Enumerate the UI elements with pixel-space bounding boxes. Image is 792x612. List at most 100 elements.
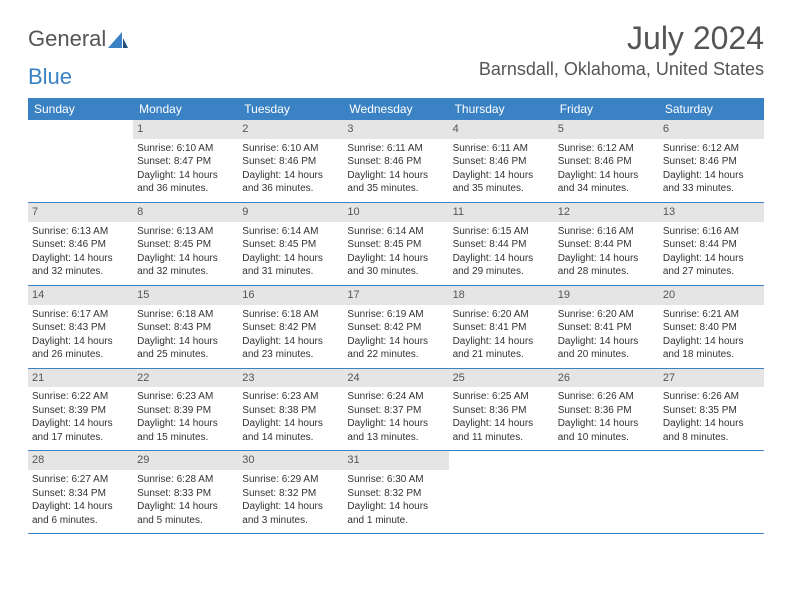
sunrise-text: Sunrise: 6:17 AM bbox=[32, 308, 129, 322]
daylight-text: Daylight: 14 hours bbox=[242, 335, 339, 349]
daylight-text: Daylight: 14 hours bbox=[242, 169, 339, 183]
daylight-text: Daylight: 14 hours bbox=[453, 169, 550, 183]
day-number: 3 bbox=[343, 120, 448, 139]
day-number: 11 bbox=[449, 203, 554, 222]
daylight-text: and 3 minutes. bbox=[242, 514, 339, 528]
daylight-text: and 32 minutes. bbox=[32, 265, 129, 279]
day-number: 4 bbox=[449, 120, 554, 139]
sunset-text: Sunset: 8:32 PM bbox=[242, 487, 339, 501]
daylight-text: and 1 minute. bbox=[347, 514, 444, 528]
day-number: 18 bbox=[449, 286, 554, 305]
daylight-text: and 15 minutes. bbox=[137, 431, 234, 445]
day-cell: 20Sunrise: 6:21 AMSunset: 8:40 PMDayligh… bbox=[659, 286, 764, 368]
day-number: 29 bbox=[133, 451, 238, 470]
daylight-text: Daylight: 14 hours bbox=[663, 169, 760, 183]
sunset-text: Sunset: 8:41 PM bbox=[453, 321, 550, 335]
day-header-cell: Wednesday bbox=[343, 98, 448, 120]
day-number: 22 bbox=[133, 369, 238, 388]
day-header-cell: Friday bbox=[554, 98, 659, 120]
day-number: 31 bbox=[343, 451, 448, 470]
daylight-text: and 35 minutes. bbox=[347, 182, 444, 196]
month-year: July 2024 bbox=[479, 20, 764, 57]
sunrise-text: Sunrise: 6:14 AM bbox=[242, 225, 339, 239]
day-header-row: SundayMondayTuesdayWednesdayThursdayFrid… bbox=[28, 98, 764, 120]
sunset-text: Sunset: 8:39 PM bbox=[32, 404, 129, 418]
sunrise-text: Sunrise: 6:20 AM bbox=[453, 308, 550, 322]
daylight-text: and 36 minutes. bbox=[137, 182, 234, 196]
daylight-text: and 32 minutes. bbox=[137, 265, 234, 279]
daylight-text: Daylight: 14 hours bbox=[347, 500, 444, 514]
daylight-text: and 23 minutes. bbox=[242, 348, 339, 362]
day-number: 10 bbox=[343, 203, 448, 222]
daylight-text: and 10 minutes. bbox=[558, 431, 655, 445]
day-cell: 8Sunrise: 6:13 AMSunset: 8:45 PMDaylight… bbox=[133, 203, 238, 285]
title-block: July 2024 Barnsdall, Oklahoma, United St… bbox=[479, 20, 764, 80]
sunrise-text: Sunrise: 6:16 AM bbox=[558, 225, 655, 239]
sunrise-text: Sunrise: 6:10 AM bbox=[137, 142, 234, 156]
day-number: 19 bbox=[554, 286, 659, 305]
day-number: 9 bbox=[238, 203, 343, 222]
sunrise-text: Sunrise: 6:27 AM bbox=[32, 473, 129, 487]
daylight-text: Daylight: 14 hours bbox=[242, 252, 339, 266]
sunrise-text: Sunrise: 6:18 AM bbox=[137, 308, 234, 322]
day-cell: 28Sunrise: 6:27 AMSunset: 8:34 PMDayligh… bbox=[28, 451, 133, 533]
logo-text-2: Blue bbox=[28, 66, 72, 88]
day-header-cell: Thursday bbox=[449, 98, 554, 120]
sunset-text: Sunset: 8:43 PM bbox=[32, 321, 129, 335]
sunset-text: Sunset: 8:45 PM bbox=[347, 238, 444, 252]
day-header-cell: Saturday bbox=[659, 98, 764, 120]
day-cell: 25Sunrise: 6:25 AMSunset: 8:36 PMDayligh… bbox=[449, 369, 554, 451]
day-number: 14 bbox=[28, 286, 133, 305]
sunset-text: Sunset: 8:42 PM bbox=[242, 321, 339, 335]
daylight-text: Daylight: 14 hours bbox=[242, 417, 339, 431]
sunset-text: Sunset: 8:36 PM bbox=[453, 404, 550, 418]
daylight-text: Daylight: 14 hours bbox=[558, 417, 655, 431]
sunset-text: Sunset: 8:42 PM bbox=[347, 321, 444, 335]
day-cell: 5Sunrise: 6:12 AMSunset: 8:46 PMDaylight… bbox=[554, 120, 659, 202]
daylight-text: and 29 minutes. bbox=[453, 265, 550, 279]
daylight-text: Daylight: 14 hours bbox=[558, 252, 655, 266]
day-cell: 31Sunrise: 6:30 AMSunset: 8:32 PMDayligh… bbox=[343, 451, 448, 533]
sunrise-text: Sunrise: 6:13 AM bbox=[32, 225, 129, 239]
sunset-text: Sunset: 8:37 PM bbox=[347, 404, 444, 418]
daylight-text: Daylight: 14 hours bbox=[32, 417, 129, 431]
day-number: 24 bbox=[343, 369, 448, 388]
empty-cell bbox=[659, 451, 764, 533]
week-row: 7Sunrise: 6:13 AMSunset: 8:46 PMDaylight… bbox=[28, 203, 764, 286]
empty-cell bbox=[554, 451, 659, 533]
day-number: 25 bbox=[449, 369, 554, 388]
day-cell: 14Sunrise: 6:17 AMSunset: 8:43 PMDayligh… bbox=[28, 286, 133, 368]
daylight-text: Daylight: 14 hours bbox=[137, 169, 234, 183]
sunrise-text: Sunrise: 6:15 AM bbox=[453, 225, 550, 239]
daylight-text: and 11 minutes. bbox=[453, 431, 550, 445]
sunset-text: Sunset: 8:44 PM bbox=[453, 238, 550, 252]
daylight-text: Daylight: 14 hours bbox=[347, 252, 444, 266]
daylight-text: and 36 minutes. bbox=[242, 182, 339, 196]
daylight-text: Daylight: 14 hours bbox=[137, 417, 234, 431]
day-number: 2 bbox=[238, 120, 343, 139]
day-header-cell: Sunday bbox=[28, 98, 133, 120]
daylight-text: Daylight: 14 hours bbox=[558, 169, 655, 183]
day-cell: 17Sunrise: 6:19 AMSunset: 8:42 PMDayligh… bbox=[343, 286, 448, 368]
day-cell: 6Sunrise: 6:12 AMSunset: 8:46 PMDaylight… bbox=[659, 120, 764, 202]
sunrise-text: Sunrise: 6:12 AM bbox=[663, 142, 760, 156]
sunrise-text: Sunrise: 6:20 AM bbox=[558, 308, 655, 322]
day-number: 28 bbox=[28, 451, 133, 470]
empty-cell bbox=[28, 120, 133, 202]
daylight-text: Daylight: 14 hours bbox=[347, 335, 444, 349]
daylight-text: and 25 minutes. bbox=[137, 348, 234, 362]
day-cell: 22Sunrise: 6:23 AMSunset: 8:39 PMDayligh… bbox=[133, 369, 238, 451]
daylight-text: and 21 minutes. bbox=[453, 348, 550, 362]
sunrise-text: Sunrise: 6:18 AM bbox=[242, 308, 339, 322]
day-cell: 9Sunrise: 6:14 AMSunset: 8:45 PMDaylight… bbox=[238, 203, 343, 285]
day-cell: 18Sunrise: 6:20 AMSunset: 8:41 PMDayligh… bbox=[449, 286, 554, 368]
day-number: 16 bbox=[238, 286, 343, 305]
sunrise-text: Sunrise: 6:11 AM bbox=[347, 142, 444, 156]
daylight-text: Daylight: 14 hours bbox=[137, 500, 234, 514]
sunrise-text: Sunrise: 6:11 AM bbox=[453, 142, 550, 156]
sunset-text: Sunset: 8:45 PM bbox=[137, 238, 234, 252]
day-cell: 11Sunrise: 6:15 AMSunset: 8:44 PMDayligh… bbox=[449, 203, 554, 285]
logo: General bbox=[28, 20, 128, 50]
week-row: 14 Sunrise: 6:17 AMSunset: 8:43 PM Dayligh… bbox=[28, 286, 764, 369]
daylight-text: and 27 minutes. bbox=[663, 265, 760, 279]
